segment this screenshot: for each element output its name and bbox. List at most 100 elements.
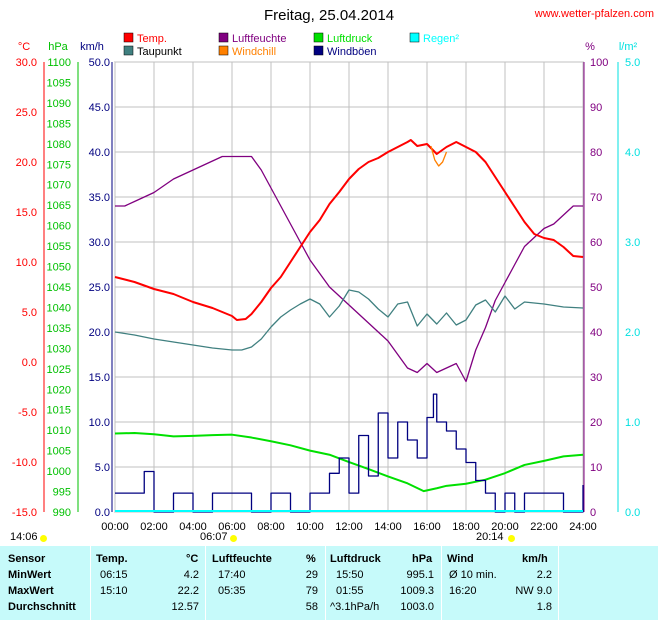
x-tick-label: 16:00 bbox=[413, 521, 441, 533]
series-luftfeuchte bbox=[115, 155, 583, 383]
wind-tick-label: 50.0 bbox=[89, 57, 110, 69]
pressure-tick-label: 1085 bbox=[47, 118, 71, 130]
stats-header-hum: Luftfeuchte bbox=[212, 553, 272, 565]
row-label: Durchschnitt bbox=[8, 601, 76, 613]
pressure-tick-label: 995 bbox=[53, 487, 71, 499]
pressure-tick-label: 1005 bbox=[47, 446, 71, 458]
series-windchill bbox=[430, 145, 448, 167]
wind-tick-label: 15.0 bbox=[89, 372, 110, 384]
pressure-tick-label: 1000 bbox=[47, 466, 71, 478]
x-tick-label: 08:00 bbox=[257, 521, 285, 533]
series-temp bbox=[114, 139, 584, 321]
pressure-tick-label: 1080 bbox=[47, 139, 71, 151]
pressure-tick-label: 1010 bbox=[47, 425, 71, 437]
humidity-tick-label: 50 bbox=[590, 282, 602, 294]
legend-swatch bbox=[313, 45, 324, 56]
pressure-tick-label: 1025 bbox=[47, 364, 71, 376]
stats-header-press-unit: hPa bbox=[412, 553, 433, 565]
pressure-tick-label: 1060 bbox=[47, 221, 71, 233]
humidity-tick-label: 10 bbox=[590, 462, 602, 474]
press-value: 995.1 bbox=[406, 569, 434, 581]
temp-time: 15:10 bbox=[100, 585, 128, 597]
humidity-tick-label: 40 bbox=[590, 327, 602, 339]
temp-value: 4.2 bbox=[183, 569, 199, 581]
hum-time: 17:40 bbox=[218, 569, 246, 581]
temp-tick-label: -10.0 bbox=[12, 457, 37, 469]
pressure-tick-label: 1100 bbox=[47, 57, 71, 69]
stats-header-press: Luftdruck bbox=[330, 553, 381, 565]
x-tick-label: 04:00 bbox=[179, 521, 207, 533]
pressure-tick-label: 1035 bbox=[47, 323, 71, 335]
wind-tick-label: 40.0 bbox=[89, 147, 110, 159]
temp-tick-label: 10.0 bbox=[16, 257, 37, 269]
stats-header-temp: Temp. bbox=[96, 553, 128, 565]
rain-tick-label: 0.0 bbox=[625, 507, 640, 519]
wind-tick-label: 5.0 bbox=[95, 462, 110, 474]
pressure-tick-label: 1065 bbox=[47, 200, 71, 212]
row-label: MinWert bbox=[8, 569, 52, 581]
stats-header-wind-unit: km/h bbox=[522, 553, 548, 565]
temp-tick-label: -5.0 bbox=[18, 407, 37, 419]
left-time-label: 14:06 bbox=[10, 531, 38, 543]
series-taupunkt bbox=[114, 289, 584, 351]
x-tick-label: 22:00 bbox=[530, 521, 558, 533]
sunset-icon bbox=[508, 535, 515, 542]
wind-value: 1.8 bbox=[536, 601, 552, 613]
temp-tick-label: -15.0 bbox=[12, 507, 37, 519]
rain-tick-label: 3.0 bbox=[625, 237, 640, 249]
temp-value: 12.57 bbox=[171, 601, 199, 613]
sunrise-label: 06:07 bbox=[200, 531, 228, 543]
sunrise-icon bbox=[230, 535, 237, 542]
wind-value: 2.2 bbox=[536, 569, 552, 581]
humidity-tick-label: 90 bbox=[590, 102, 602, 114]
legend-swatch bbox=[409, 32, 420, 43]
humidity-tick-label: 100 bbox=[590, 57, 608, 69]
chart-title: Freitag, 25.04.2014 bbox=[264, 7, 394, 24]
legend-swatch bbox=[313, 32, 324, 43]
x-tick-label: 02:00 bbox=[140, 521, 168, 533]
legend-label: Regen² bbox=[423, 33, 459, 45]
stats-header-hum-unit: % bbox=[306, 553, 316, 565]
temp-tick-label: 25.0 bbox=[16, 107, 37, 119]
legend-label: Temp. bbox=[137, 33, 167, 45]
x-tick-label: 18:00 bbox=[452, 521, 480, 533]
x-tick-label: 14:00 bbox=[374, 521, 402, 533]
x-tick-label: 24:00 bbox=[569, 521, 597, 533]
press-value: 1009.3 bbox=[400, 585, 434, 597]
humidity-tick-label: 80 bbox=[590, 147, 602, 159]
hum-value: 29 bbox=[305, 569, 318, 581]
legend-label: Taupunkt bbox=[137, 46, 182, 58]
press-value: 1003.0 bbox=[400, 601, 434, 613]
legend-swatch bbox=[123, 45, 134, 56]
legend-label: Luftdruck bbox=[327, 33, 373, 45]
sunset-label: 20:14 bbox=[476, 531, 504, 543]
temp-tick-label: 20.0 bbox=[16, 157, 37, 169]
stats-header-wind: Wind bbox=[447, 553, 474, 565]
temp-time: 06:15 bbox=[100, 569, 128, 581]
x-tick-label: 00:00 bbox=[101, 521, 129, 533]
pressure-tick-label: 1030 bbox=[47, 343, 71, 355]
sunrise-marker-left-icon bbox=[40, 535, 47, 542]
press-time: ^3.1hPa/h bbox=[330, 601, 380, 613]
wind-value: NW 9.0 bbox=[515, 585, 552, 597]
pressure-tick-label: 1040 bbox=[47, 302, 71, 314]
pressure-tick-label: 1050 bbox=[47, 262, 71, 274]
wind-time: Ø 10 min. bbox=[449, 569, 497, 581]
weather-chart: Freitag, 25.04.2014 www.wetter-pfalzen.co… bbox=[12, 7, 654, 533]
legend-swatch bbox=[218, 32, 229, 43]
rain-tick-label: 2.0 bbox=[625, 327, 640, 339]
x-tick-label: 10:00 bbox=[296, 521, 324, 533]
hum-value: 58 bbox=[305, 601, 318, 613]
series-windben bbox=[115, 393, 584, 513]
wind-tick-label: 0.0 bbox=[95, 507, 110, 519]
press-time: 15:50 bbox=[336, 569, 364, 581]
source-label: www.wetter-pfalzen.com bbox=[534, 8, 654, 20]
temp-tick-label: 0.0 bbox=[22, 357, 37, 369]
pressure-tick-label: 1015 bbox=[47, 405, 71, 417]
humidity-unit-label: % bbox=[585, 41, 595, 53]
press-time: 01:55 bbox=[336, 585, 364, 597]
legend-label: Luftfeuchte bbox=[232, 33, 286, 45]
pressure-tick-label: 1020 bbox=[47, 384, 71, 396]
rain-tick-label: 1.0 bbox=[625, 417, 640, 429]
x-tick-label: 20:00 bbox=[491, 521, 519, 533]
